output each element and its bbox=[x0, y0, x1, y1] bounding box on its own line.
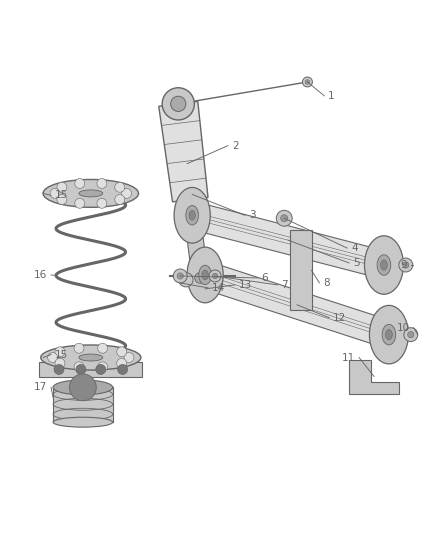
Text: 8: 8 bbox=[323, 278, 330, 288]
Bar bbox=[53, 387, 113, 422]
Text: 1: 1 bbox=[328, 91, 335, 101]
Circle shape bbox=[115, 195, 125, 205]
Ellipse shape bbox=[382, 325, 396, 345]
Ellipse shape bbox=[186, 206, 198, 225]
Polygon shape bbox=[189, 202, 388, 278]
Circle shape bbox=[54, 365, 64, 375]
Circle shape bbox=[98, 362, 108, 372]
Polygon shape bbox=[159, 101, 208, 202]
Ellipse shape bbox=[179, 272, 193, 287]
Circle shape bbox=[98, 343, 108, 353]
Ellipse shape bbox=[79, 354, 103, 361]
Text: 16: 16 bbox=[34, 270, 47, 280]
Ellipse shape bbox=[187, 247, 223, 303]
Circle shape bbox=[124, 352, 134, 362]
Circle shape bbox=[399, 258, 413, 272]
Ellipse shape bbox=[364, 236, 403, 294]
Ellipse shape bbox=[41, 345, 141, 370]
Text: 15: 15 bbox=[55, 350, 68, 360]
Circle shape bbox=[76, 365, 86, 375]
Ellipse shape bbox=[202, 270, 208, 280]
Text: 9: 9 bbox=[400, 260, 407, 270]
Bar bbox=[39, 361, 142, 377]
Circle shape bbox=[281, 215, 288, 222]
Ellipse shape bbox=[195, 272, 205, 284]
Circle shape bbox=[97, 198, 107, 208]
Text: 10: 10 bbox=[397, 322, 410, 333]
Circle shape bbox=[117, 347, 127, 357]
Circle shape bbox=[75, 179, 85, 189]
Circle shape bbox=[55, 358, 65, 368]
Ellipse shape bbox=[53, 380, 113, 395]
Circle shape bbox=[96, 365, 106, 375]
Ellipse shape bbox=[381, 260, 387, 270]
Circle shape bbox=[276, 211, 292, 226]
Ellipse shape bbox=[369, 305, 408, 364]
Circle shape bbox=[173, 269, 187, 283]
Circle shape bbox=[70, 374, 96, 401]
Ellipse shape bbox=[79, 190, 103, 197]
Circle shape bbox=[177, 273, 184, 279]
Circle shape bbox=[408, 332, 414, 338]
Ellipse shape bbox=[174, 188, 210, 243]
Text: 15: 15 bbox=[55, 190, 68, 200]
Circle shape bbox=[115, 182, 125, 192]
Text: 2: 2 bbox=[232, 141, 239, 151]
Circle shape bbox=[55, 347, 65, 357]
Text: 14: 14 bbox=[212, 283, 225, 293]
Circle shape bbox=[57, 195, 67, 205]
Text: 7: 7 bbox=[282, 280, 288, 290]
Circle shape bbox=[303, 77, 312, 87]
Text: 3: 3 bbox=[249, 210, 255, 220]
Text: 11: 11 bbox=[342, 352, 355, 362]
Circle shape bbox=[305, 80, 310, 84]
Circle shape bbox=[97, 179, 107, 189]
Ellipse shape bbox=[199, 265, 212, 285]
Circle shape bbox=[403, 262, 409, 268]
Circle shape bbox=[404, 328, 418, 342]
Text: 6: 6 bbox=[262, 273, 268, 283]
Ellipse shape bbox=[162, 88, 194, 120]
Circle shape bbox=[57, 182, 67, 192]
Text: 5: 5 bbox=[353, 258, 360, 268]
Circle shape bbox=[122, 188, 131, 198]
Circle shape bbox=[50, 188, 60, 198]
Text: 12: 12 bbox=[333, 313, 346, 323]
Circle shape bbox=[118, 365, 127, 375]
Ellipse shape bbox=[171, 96, 186, 111]
Text: 4: 4 bbox=[351, 243, 358, 253]
Ellipse shape bbox=[53, 417, 113, 427]
Circle shape bbox=[212, 273, 218, 279]
Ellipse shape bbox=[189, 211, 195, 220]
Circle shape bbox=[75, 198, 85, 208]
Circle shape bbox=[48, 352, 58, 362]
Circle shape bbox=[74, 362, 84, 372]
Ellipse shape bbox=[377, 255, 391, 275]
Circle shape bbox=[74, 343, 84, 353]
Polygon shape bbox=[349, 360, 399, 394]
Circle shape bbox=[117, 358, 127, 368]
Ellipse shape bbox=[188, 266, 212, 289]
Circle shape bbox=[209, 270, 221, 282]
Ellipse shape bbox=[43, 180, 138, 207]
Polygon shape bbox=[182, 199, 208, 279]
Polygon shape bbox=[290, 230, 311, 310]
Text: 13: 13 bbox=[239, 280, 252, 290]
Polygon shape bbox=[201, 262, 393, 348]
Text: 17: 17 bbox=[34, 382, 47, 392]
Ellipse shape bbox=[385, 329, 392, 340]
